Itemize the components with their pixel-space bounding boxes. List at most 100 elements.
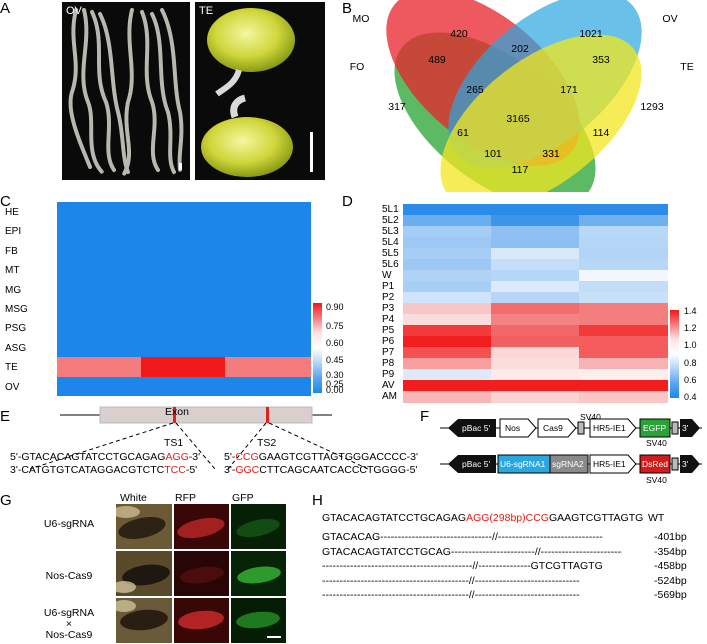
ovary-photo: OV xyxy=(62,2,190,180)
heatmap-d-row-label: P3 xyxy=(382,302,395,314)
heatmap-c-legend-tick: 0.60 xyxy=(326,338,344,348)
heatmap-d-cell xyxy=(403,369,492,381)
heatmap-d-row-label: 5L1 xyxy=(382,203,399,215)
ts2-label: TS2 xyxy=(257,437,277,449)
heatmap-d-cell xyxy=(403,336,492,348)
heatmap-d-cell xyxy=(491,314,580,326)
heatmap-d-cell xyxy=(579,281,668,293)
heatmap-d-cell xyxy=(579,259,668,271)
construct2-3prime: 3' xyxy=(682,459,689,469)
construct2-hr5: HR5-IE1 xyxy=(593,459,626,469)
ts2-bottom-strand: 3'-GGCCTTCAGCAATCACCCTGGGG-5' xyxy=(224,464,418,476)
heatmap-c-row-label: TE xyxy=(5,362,18,374)
wt-label: WT xyxy=(648,512,665,524)
heatmap-c-row-label: MSG xyxy=(5,304,28,315)
construct2-pbac: pBac 5' xyxy=(462,459,490,469)
heatmap-d-cell xyxy=(491,358,580,370)
heatmap-c-colorbar xyxy=(313,303,322,393)
heatmap-d-row-label: 5L2 xyxy=(382,214,399,226)
heatmap-d-cell xyxy=(579,347,668,359)
heatmap-c-cell xyxy=(57,357,141,377)
heatmap-d-cell xyxy=(403,248,492,260)
heatmap-d-cell xyxy=(403,380,492,392)
heatmap-d-row-label: W xyxy=(382,269,392,281)
white-light-image xyxy=(116,504,172,549)
venn-count: 353 xyxy=(592,54,610,66)
heatmap-d-cell xyxy=(579,336,668,348)
heatmap-d-legend-tick: 1.4 xyxy=(684,306,697,316)
heatmap-d-cell xyxy=(403,226,492,238)
heatmap-d-row-label: 5L4 xyxy=(382,236,399,248)
heatmap-d-cell xyxy=(491,325,580,337)
panel-label-d: D xyxy=(342,193,353,210)
venn-count: 171 xyxy=(560,84,578,96)
heatmap-d-cell xyxy=(403,215,492,227)
heatmap-d-cell xyxy=(403,391,492,403)
rfp-image xyxy=(174,551,229,596)
heatmap-d-legend-tick: 0.4 xyxy=(684,392,697,402)
venn-count: 489 xyxy=(428,54,446,66)
deletion-size-label: -524bp xyxy=(654,574,687,587)
heatmap-d-row-label: AM xyxy=(382,390,397,402)
mutant-sequence: ----------------------------------------… xyxy=(322,574,580,587)
venn-count: 1021 xyxy=(579,28,603,40)
construct1-hr5: HR5-IE1 xyxy=(593,423,626,433)
ts1-bottom-strand: 3'-CATGTGTCATAGGACGTCTCTCC-5' xyxy=(10,464,198,476)
white-light-image xyxy=(116,551,172,596)
venn-label-mo: MO xyxy=(353,13,370,25)
heatmap-c-cell xyxy=(225,357,311,377)
heatmap-d-legend-tick: 1.2 xyxy=(684,323,697,334)
construct1-sv40: SV40 xyxy=(580,412,601,422)
construct1-sv40-end: SV40 xyxy=(646,438,667,448)
heatmap-d-cell xyxy=(491,336,580,348)
photo-label-te: TE xyxy=(199,5,214,17)
construct1-pbac: pBac 5' xyxy=(462,423,490,433)
heatmap-d-cell xyxy=(403,347,492,359)
ts1-label: TS1 xyxy=(164,437,184,449)
exon-label: Exon xyxy=(165,406,189,418)
mutant-sequence: GTACACAGTATCCTGCAG----------------------… xyxy=(322,545,622,558)
heatmap-c-legend-tick: 0.75 xyxy=(326,321,344,331)
heatmap-d-cell xyxy=(491,303,580,315)
venn-diagram: MO OV FO TE 420 1021 317 1293 202 489 35… xyxy=(350,0,694,192)
heatmap-c-legend-tick: 0.45 xyxy=(326,355,344,365)
heatmap-d-row-label: P9 xyxy=(382,368,395,380)
heatmap-d-row-label: P8 xyxy=(382,357,395,369)
deletion-size-label: -569bp xyxy=(654,589,687,601)
heatmap-c-row-label: PSG xyxy=(5,323,27,335)
heatmap-d-colorbar xyxy=(670,310,679,398)
construct2-sgrna2: sgRNA2 xyxy=(552,459,584,469)
row-label-nos-cas9: Nos-Cas9 xyxy=(45,570,93,582)
ts2-top-strand: 5'-CCGGAAGTCGTTAGTGGGACCCC-3' xyxy=(224,451,419,463)
heatmap-d-cell xyxy=(403,292,492,304)
panel-label-b: B xyxy=(342,0,353,17)
heatmap-c-row-label: MT xyxy=(5,265,20,277)
heatmap-d-row-label: 5L6 xyxy=(382,258,399,270)
heatmap-d-cell xyxy=(403,303,492,315)
row-label-u6-sgrna: U6-sgRNA xyxy=(43,518,95,530)
heatmap-d-cell xyxy=(403,358,492,370)
heatmap-d-row-label: 5L3 xyxy=(382,225,399,237)
construct2-sv40-end: SV40 xyxy=(646,475,667,485)
heatmap-d-cell xyxy=(491,281,580,293)
panel-label-e: E xyxy=(0,408,11,425)
venn-count: 420 xyxy=(450,28,468,40)
venn-count: 3165 xyxy=(506,113,530,125)
venn-count: 61 xyxy=(457,127,469,139)
heatmap-c-row-label: EPI xyxy=(5,226,22,238)
heatmap-d-cell xyxy=(579,325,668,337)
heatmap-d-grid xyxy=(403,204,668,403)
mutant-sequence: ----------------------------------------… xyxy=(322,560,603,572)
heatmap-d-cell xyxy=(403,204,492,216)
panel-label-f: F xyxy=(420,408,430,425)
column-header-rfp: RFP xyxy=(175,492,196,504)
heatmap-c-row-label: HE xyxy=(5,207,19,218)
venn-count: 317 xyxy=(388,101,406,113)
deletion-size-label: -458bp xyxy=(654,560,687,572)
mutant-sequence: GTACACAG--------------------------------… xyxy=(322,531,603,543)
construct1-cas9: Cas9 xyxy=(543,423,563,433)
heatmap-d-cell xyxy=(579,391,668,403)
heatmap-d-row-label: P6 xyxy=(382,335,395,347)
heatmap-d-row-label: P4 xyxy=(382,313,395,325)
venn-label-fo: FO xyxy=(350,61,365,73)
